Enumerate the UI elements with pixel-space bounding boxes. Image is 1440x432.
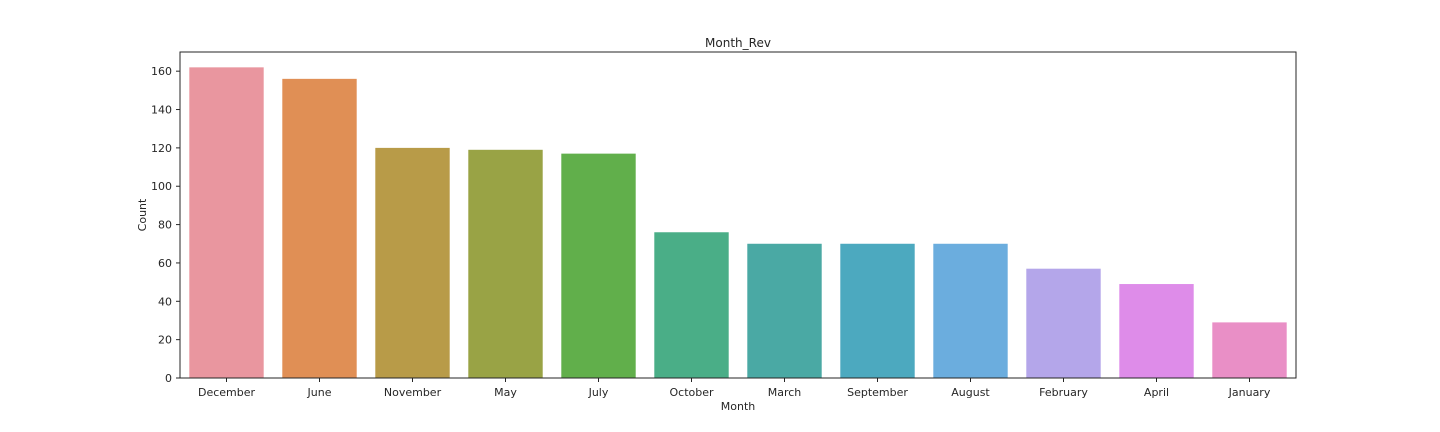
x-tick-label: March bbox=[768, 386, 802, 399]
x-axis: December June November May July October March S… bbox=[198, 378, 1271, 399]
bar-october bbox=[654, 232, 729, 378]
x-tick-label: July bbox=[588, 386, 609, 399]
y-tick-label: 80 bbox=[158, 219, 172, 232]
x-tick-label: November bbox=[384, 386, 442, 399]
chart-title: Month_Rev bbox=[705, 36, 771, 50]
bar-february bbox=[1026, 268, 1101, 378]
bar-september bbox=[840, 243, 915, 378]
x-tick-label: June bbox=[307, 386, 332, 399]
bar-august bbox=[933, 243, 1008, 378]
x-tick-label: October bbox=[669, 386, 713, 399]
bar-may bbox=[468, 149, 543, 378]
bars-group bbox=[189, 67, 1287, 379]
bar-january bbox=[1212, 322, 1287, 378]
bar-june bbox=[282, 78, 357, 379]
x-tick-label: May bbox=[494, 386, 517, 399]
x-tick-label: April bbox=[1144, 386, 1169, 399]
bar-april bbox=[1119, 284, 1194, 378]
y-tick-label: 20 bbox=[158, 334, 172, 347]
x-tick-label: December bbox=[198, 386, 256, 399]
x-tick-label: August bbox=[951, 386, 990, 399]
y-axis: 0 20 40 60 80 100 120 140 160 bbox=[151, 65, 180, 385]
bar-july bbox=[561, 153, 636, 378]
y-tick-label: 60 bbox=[158, 257, 172, 270]
y-tick-label: 100 bbox=[151, 180, 172, 193]
x-axis-label: Month bbox=[721, 400, 756, 413]
x-tick-label: January bbox=[1228, 386, 1271, 399]
x-tick-label: February bbox=[1039, 386, 1088, 399]
y-tick-label: 40 bbox=[158, 295, 172, 308]
bar-march bbox=[747, 243, 822, 378]
y-tick-label: 160 bbox=[151, 65, 172, 78]
y-axis-label: Count bbox=[136, 198, 149, 231]
y-tick-label: 0 bbox=[165, 372, 172, 385]
bar-december bbox=[189, 67, 264, 378]
x-tick-label: September bbox=[847, 386, 908, 399]
plot-frame bbox=[179, 51, 1297, 379]
y-tick-label: 140 bbox=[151, 104, 172, 117]
bar-november bbox=[375, 147, 450, 378]
y-tick-label: 120 bbox=[151, 142, 172, 155]
